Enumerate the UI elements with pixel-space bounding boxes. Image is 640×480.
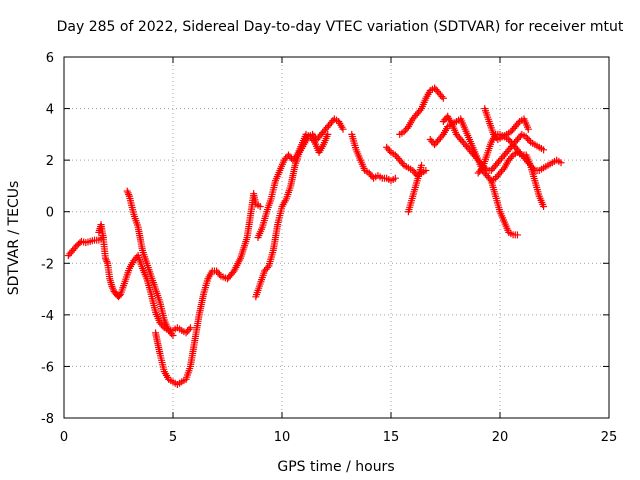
series-arc-15 <box>487 148 565 185</box>
y-tick-label: 0 <box>46 206 54 221</box>
data-point <box>499 166 507 174</box>
y-tick-label: -8 <box>41 412 54 427</box>
data-point <box>263 264 271 272</box>
x-tick-label: 15 <box>383 430 400 445</box>
data-point <box>185 325 193 333</box>
data-point <box>216 270 224 278</box>
data-point <box>525 136 533 144</box>
data-point <box>386 147 394 155</box>
series-arc-7 <box>348 130 399 185</box>
axes: 0 5 10 15 20 25 -8 -6 -4 -2 0 2 4 6 <box>41 51 617 445</box>
data-point <box>540 146 548 154</box>
data-point <box>309 136 317 144</box>
data-point <box>108 282 116 290</box>
series-arc-6 <box>254 130 332 241</box>
data-point <box>422 166 430 174</box>
chart-title: Day 285 of 2022, Sidereal Day-to-day VTE… <box>57 19 624 35</box>
x-tick-label: 25 <box>601 430 618 445</box>
data-point <box>292 153 300 161</box>
x-axis-label: GPS time / hours <box>277 459 394 475</box>
data-point <box>524 125 532 133</box>
series-arc-1 <box>64 234 107 260</box>
x-tick-label: 5 <box>169 430 177 445</box>
y-tick-label: 4 <box>46 103 54 118</box>
data-point <box>102 256 110 264</box>
y-tick-label: -6 <box>41 360 54 375</box>
data-point <box>256 203 264 211</box>
data-point <box>399 160 407 168</box>
x-tick-label: 0 <box>60 430 68 445</box>
grid <box>64 57 609 418</box>
data-point <box>416 106 424 114</box>
data-point <box>124 189 132 197</box>
y-tick-label: 2 <box>46 154 54 169</box>
data-point <box>125 191 133 199</box>
data-point <box>557 159 565 167</box>
data-point <box>324 130 332 138</box>
data-point <box>540 203 548 211</box>
data-point <box>477 166 485 174</box>
series-arc-9 <box>396 84 447 138</box>
data-point <box>438 93 446 101</box>
series-arc-2 <box>95 221 194 337</box>
data-point <box>186 324 194 332</box>
series-arc-4 <box>152 190 264 388</box>
data-point <box>438 132 446 140</box>
data-point <box>168 330 176 338</box>
data-point <box>418 161 426 169</box>
y-tick-label: -2 <box>41 257 54 272</box>
y-tick-label: 6 <box>46 51 54 66</box>
data-point <box>508 153 516 161</box>
series-arc-14 <box>481 105 532 144</box>
data-point <box>169 331 177 339</box>
data-point <box>529 165 537 173</box>
data-point <box>123 187 131 195</box>
series-arc-5 <box>252 115 347 301</box>
data-point <box>439 94 447 102</box>
data-point <box>101 254 109 262</box>
data-point <box>403 124 411 132</box>
data-point <box>103 258 111 266</box>
data-point <box>391 174 399 182</box>
series-arc-3 <box>123 187 177 339</box>
series-arc-13 <box>474 130 548 211</box>
data-point <box>513 231 521 239</box>
series-arc-10 <box>404 161 426 216</box>
data-point <box>109 284 117 292</box>
y-axis-label: SDTVAR / TECUs <box>6 181 22 296</box>
y-tick-label: -4 <box>41 309 54 324</box>
x-tick-label: 10 <box>274 430 291 445</box>
plot-frame <box>63 56 610 419</box>
data-point <box>339 125 347 133</box>
x-tick-label: 20 <box>492 430 509 445</box>
data-point <box>514 119 522 127</box>
data-series <box>64 84 565 388</box>
